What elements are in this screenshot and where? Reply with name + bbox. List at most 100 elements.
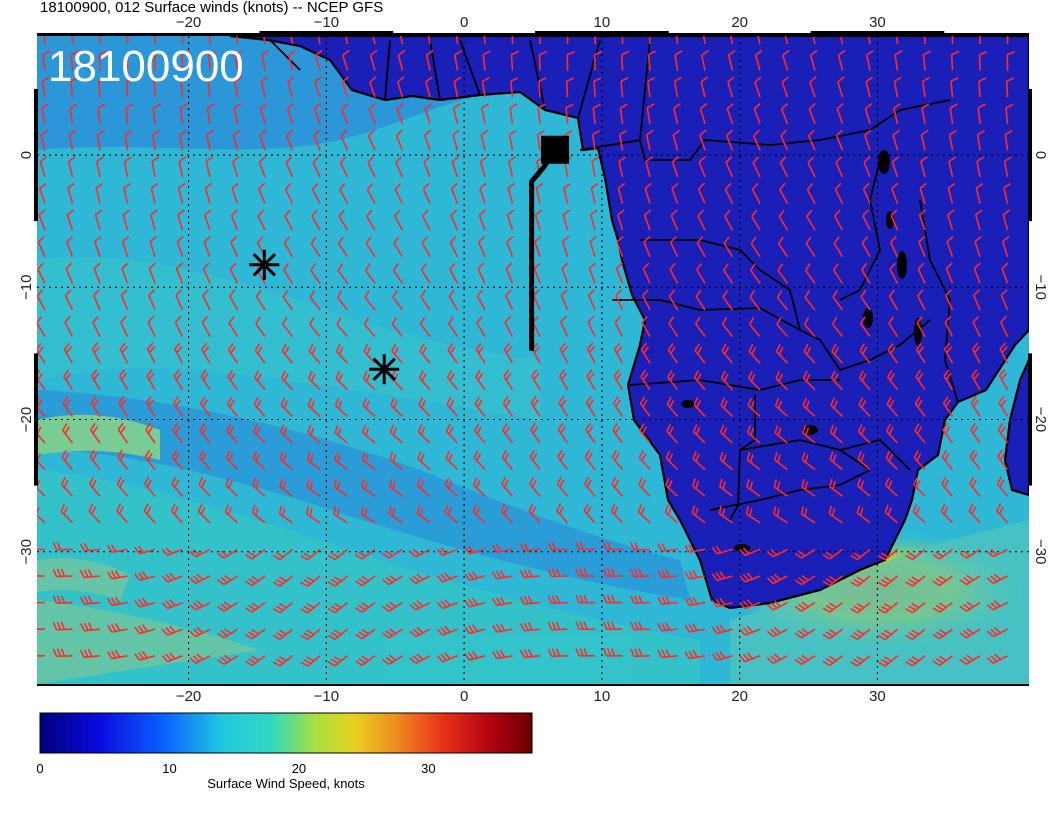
wind-barb: [205, 156, 214, 178]
wind-barb: [575, 621, 596, 631]
wind-barb: [244, 548, 266, 560]
wind-barb: [940, 503, 954, 524]
wind-barb: [950, 77, 959, 98]
wind-barb: [739, 572, 761, 583]
wind-barb: [339, 156, 349, 178]
wind-barb: [832, 289, 844, 311]
wind-barb: [750, 236, 761, 258]
wind-barb: [396, 102, 404, 125]
wind-barb: [118, 369, 129, 391]
wind-barb: [207, 50, 217, 71]
wind-barb: [667, 369, 679, 391]
wind-barb: [932, 655, 953, 666]
wind-barb: [766, 573, 788, 585]
wind-barb: [602, 568, 623, 577]
wind-barb: [894, 50, 903, 71]
wind-barb: [342, 49, 350, 71]
wind-barb: [37, 507, 46, 524]
wind-barb: [455, 36, 459, 45]
wind-barb: [409, 653, 431, 664]
wind-barb: [779, 156, 789, 178]
wind-barb: [592, 103, 601, 124]
wind-barb: [917, 262, 926, 284]
wind-barb: [804, 290, 816, 311]
wind-barb: [766, 653, 788, 664]
wind-barb: [637, 504, 651, 524]
wind-barb: [529, 449, 541, 471]
wind-barb: [671, 182, 679, 204]
wind-barb: [174, 315, 184, 337]
wind-barb: [423, 156, 431, 178]
wind-barb: [668, 289, 679, 311]
wind-barb: [773, 452, 788, 471]
wind-barb: [300, 655, 321, 667]
wind-barb: [417, 451, 431, 471]
lon-tick-labels-bottom: −20 −10 0 10 20 30: [176, 688, 886, 705]
lon-tick-label-bottom: 20: [731, 688, 748, 705]
wind-barb: [976, 156, 985, 178]
wind-barb: [619, 103, 628, 124]
wind-barb: [64, 289, 74, 311]
wind-barb: [647, 76, 656, 98]
wind-barb: [701, 49, 709, 71]
wind-barb: [66, 209, 75, 231]
wind-barb: [699, 129, 707, 151]
wind-barb: [830, 370, 844, 391]
wind-barb: [590, 182, 599, 204]
wind-barb: [833, 236, 844, 258]
wind-barb: [340, 129, 349, 151]
wind-barb: [422, 182, 431, 204]
wind-barb: [905, 628, 926, 640]
right-axis-block: [1028, 353, 1032, 486]
wind-barb: [286, 102, 295, 125]
wind-barb: [602, 621, 623, 631]
wind-barb: [672, 129, 681, 151]
wind-barb: [657, 595, 678, 605]
map-panel: [37, 36, 1029, 684]
wind-barb: [227, 369, 239, 391]
wind-barb: [382, 548, 403, 559]
map-frame: [37, 33, 1029, 686]
wind-barb: [40, 129, 49, 151]
wind-barb: [829, 451, 844, 471]
wind-barb: [244, 601, 266, 613]
colorbar: 0 10 20 30 Surface Wind Speed, knots: [36, 712, 533, 791]
wind-barb: [121, 262, 129, 284]
wind-barb: [409, 548, 431, 558]
wind-barb: [436, 599, 458, 610]
wind-barb: [999, 342, 1009, 364]
wind-barb: [666, 423, 679, 444]
wind-barb: [203, 235, 211, 258]
wind-barb: [217, 548, 238, 559]
wind-barb: [445, 423, 459, 444]
wind-barb: [204, 182, 213, 204]
wind-barb: [918, 235, 926, 258]
wind-barb: [945, 262, 954, 284]
wind-barb: [630, 542, 651, 551]
wind-barb: [801, 479, 816, 497]
wind-barb: [327, 575, 349, 587]
wind-barb: [695, 289, 706, 311]
wind-barb: [503, 342, 514, 364]
wind-barb: [612, 422, 624, 444]
wind-barb: [228, 316, 239, 338]
wind-barb: [119, 342, 129, 364]
wind-barb: [416, 478, 431, 497]
wind-barb: [949, 103, 958, 124]
wind-barb: [575, 541, 596, 551]
wind-barb: [695, 316, 706, 338]
wind-barb: [945, 289, 954, 311]
wind-barb: [69, 103, 78, 124]
wind-barbs: [37, 36, 1016, 667]
wind-barb: [886, 396, 899, 417]
wind-barb: [807, 156, 816, 178]
wind-barb: [272, 575, 294, 587]
wind-barb: [475, 369, 486, 391]
wind-barb: [862, 209, 871, 231]
wind-barb: [951, 36, 954, 45]
wind-barb: [126, 36, 129, 45]
wind-barb: [862, 182, 871, 204]
wind-barb: [314, 76, 322, 98]
wind-barb: [148, 262, 157, 284]
wind-barb: [313, 102, 321, 125]
